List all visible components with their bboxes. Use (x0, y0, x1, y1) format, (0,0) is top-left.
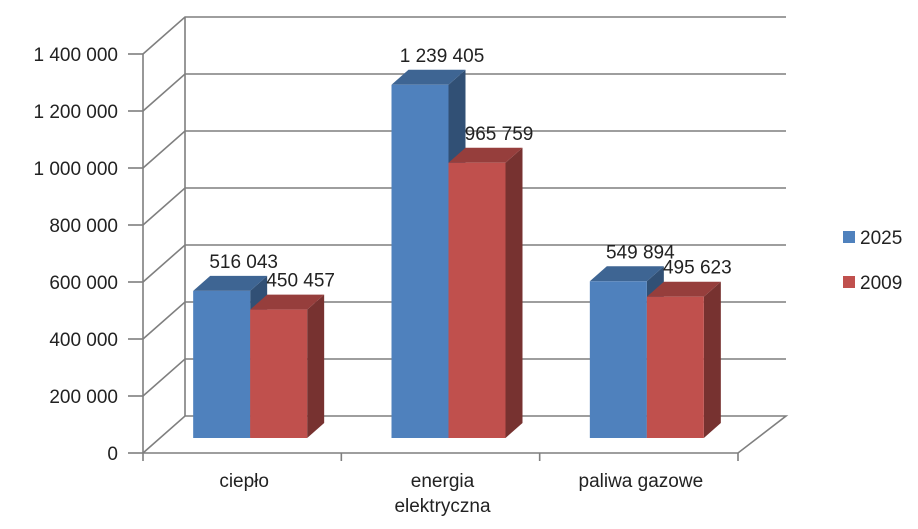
y-tick-label: 0 (107, 444, 118, 465)
legend: 2025 2009 (843, 228, 902, 294)
y-tick-label: 1 000 000 (33, 159, 118, 180)
y-tick-label: 600 000 (49, 273, 118, 294)
category-label: energia (411, 471, 475, 492)
legend-label: 2025 (860, 228, 902, 249)
category-labels: ciepło energia elektryczna paliwa gazowe (219, 471, 703, 517)
y-tick-labels: 0 200 000 400 000 600 000 800 000 1 000 000 1 … (33, 45, 118, 465)
axes (128, 17, 789, 461)
y-tick-label: 1 400 000 (33, 45, 118, 66)
category-label: paliwa gazowe (579, 471, 704, 492)
data-label: 965 759 (465, 124, 534, 145)
data-label: 516 043 (209, 252, 278, 273)
bars (193, 69, 721, 439)
y-tick-label: 800 000 (49, 216, 118, 237)
data-label: 1 239 405 (400, 46, 485, 67)
bar (646, 281, 721, 438)
bar (250, 294, 325, 438)
y-tick-label: 400 000 (49, 330, 118, 351)
y-tick-label: 200 000 (49, 387, 118, 408)
legend-label: 2009 (860, 273, 902, 294)
legend-swatch (843, 231, 855, 243)
legend-swatch (843, 276, 855, 288)
bar (448, 147, 523, 439)
category-label: elektryczna (394, 496, 491, 517)
data-label: 495 623 (663, 258, 732, 279)
data-label: 450 457 (266, 271, 335, 292)
y-tick-label: 1 200 000 (33, 102, 118, 123)
data-label: 549 894 (606, 242, 675, 263)
category-label: ciepło (219, 471, 269, 492)
